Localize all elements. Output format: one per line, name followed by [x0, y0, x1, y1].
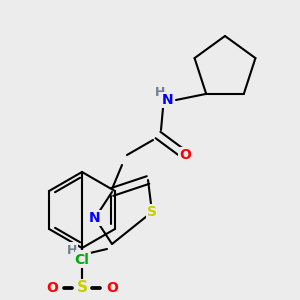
Text: S: S — [147, 205, 157, 219]
Text: Cl: Cl — [75, 253, 89, 267]
Text: S: S — [76, 280, 88, 296]
Text: N: N — [89, 211, 101, 225]
Text: H: H — [67, 244, 77, 256]
Text: H: H — [155, 85, 165, 98]
Text: O: O — [46, 281, 58, 295]
Text: O: O — [179, 148, 191, 162]
Text: O: O — [106, 281, 118, 295]
Text: N: N — [162, 93, 174, 107]
Text: N: N — [76, 251, 88, 265]
